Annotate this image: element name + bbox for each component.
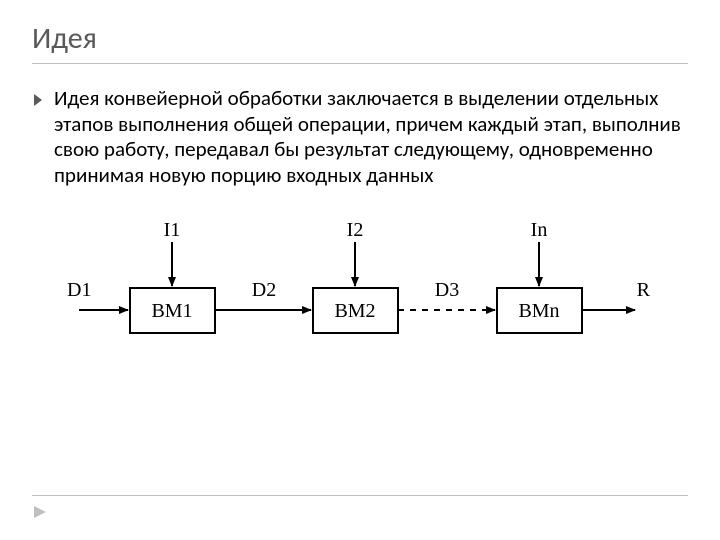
pipeline-diagram: BM1 BM2 BMn I1 I2 In D1 D2 D3 R xyxy=(32,218,688,358)
footer-divider xyxy=(32,495,688,496)
label-d2: D2 xyxy=(252,279,276,301)
node-bm2-label: BM2 xyxy=(334,300,375,322)
body-bullet-row: Идея конвейерной обработки заключается в… xyxy=(32,86,688,188)
page-title: Идея xyxy=(32,20,688,64)
body-text: Идея конвейерной обработки заключается в… xyxy=(54,86,688,188)
label-d3: D3 xyxy=(435,279,459,301)
bullet-triangle-icon xyxy=(32,93,44,107)
pipeline-diagram-svg: BM1 BM2 BMn I1 I2 In D1 D2 D3 R xyxy=(55,218,665,358)
input-i1-label: I1 xyxy=(164,219,181,241)
node-bm1-label: BM1 xyxy=(151,300,192,322)
label-d1: D1 xyxy=(67,279,91,301)
input-in-label: In xyxy=(531,219,548,241)
footer-triangle-icon xyxy=(32,504,48,520)
input-i2-label: I2 xyxy=(347,219,364,241)
label-r: R xyxy=(637,279,651,301)
slide: Идея Идея конвейерной обработки заключае… xyxy=(0,0,720,540)
node-bmn-label: BMn xyxy=(518,300,559,322)
